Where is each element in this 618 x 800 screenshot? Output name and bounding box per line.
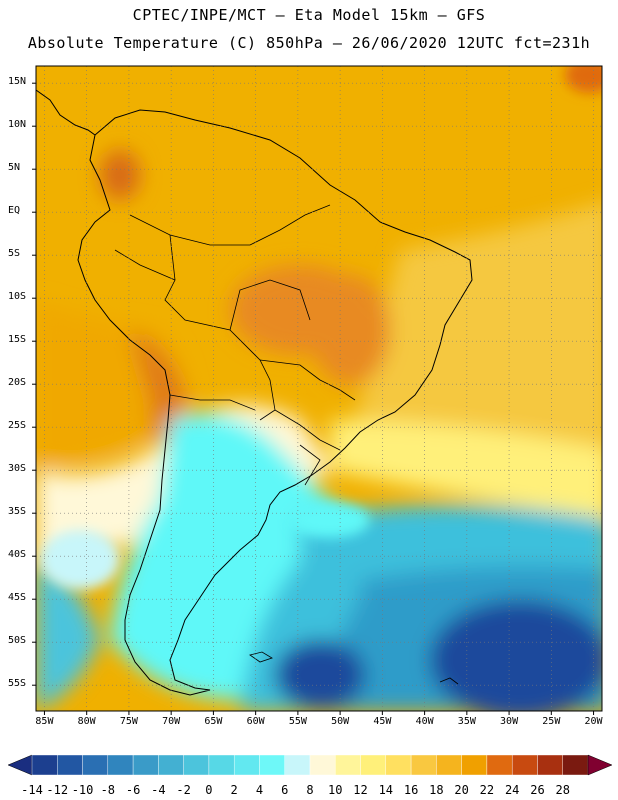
temperature-field [36, 66, 602, 711]
lat-label: 15S [8, 334, 27, 346]
colorbar-box [82, 754, 109, 776]
lat-label: 5N [8, 162, 21, 174]
colorbar-box [158, 754, 184, 776]
colorbar-label: 18 [429, 783, 444, 797]
lat-label: 10S [8, 291, 27, 303]
lon-label: 65W [204, 716, 223, 727]
colorbar-label: 20 [454, 783, 469, 797]
field-pacific-subtropical [36, 300, 190, 470]
colorbar-box [107, 754, 134, 776]
map-title-line-1: CPTEC/INPE/MCT – Eta Model 15km – GFS [132, 6, 486, 24]
country-borders [114, 204, 356, 486]
colorbar-box [461, 754, 488, 776]
colorbar-over-arrow [587, 754, 613, 776]
colorbar-label: 2 [230, 783, 238, 797]
central-america-coast [36, 89, 96, 136]
lat-label: 55S [8, 678, 27, 690]
lat-label: 45S [8, 592, 27, 604]
colorbar-label: 8 [306, 783, 314, 797]
colorbar-box [360, 754, 387, 776]
colorbar-box [537, 754, 563, 776]
lon-label: 20W [584, 716, 603, 727]
colorbar-box [208, 754, 235, 776]
colorbar-label: -14 [21, 783, 43, 797]
lon-label: 75W [119, 716, 138, 727]
colorbar-box [486, 754, 513, 776]
lon-label: 55W [288, 716, 307, 727]
colorbar-under-arrow [7, 754, 33, 776]
colorbar-label: 12 [353, 783, 368, 797]
colorbar-box [436, 754, 462, 776]
colorbar-box [562, 754, 589, 776]
lat-label: 5S [8, 248, 21, 260]
colorbar [7, 754, 613, 776]
colorbar-label: -6 [125, 783, 141, 797]
lat-label: 40S [8, 549, 27, 561]
colorbar-box [284, 754, 311, 776]
colorbar-box [511, 754, 538, 776]
colorbar-box [233, 754, 260, 776]
lon-label: 50W [331, 716, 350, 727]
lon-label: 85W [35, 716, 54, 727]
colorbar-label: 0 [205, 783, 213, 797]
lat-label: 30S [8, 463, 27, 475]
lon-label: 25W [542, 716, 561, 727]
lon-label: 80W [77, 716, 96, 727]
falkland-islands [249, 651, 273, 663]
field-cold-core-east [430, 600, 602, 711]
field-caribbean-hot [565, 66, 602, 93]
lon-label: 70W [162, 716, 181, 727]
colorbar-label: 4 [255, 783, 264, 797]
colorbar-box [385, 754, 412, 776]
colorbar-label: 22 [479, 783, 495, 797]
lon-label: 60W [246, 716, 265, 727]
map-title-line-2: Absolute Temperature (C) 850hPa – 26/06/… [27, 34, 591, 52]
colorbar-label: 26 [530, 783, 545, 797]
lon-label: 35W [457, 716, 476, 727]
lon-label: 30W [500, 716, 519, 727]
colorbar-box [309, 754, 336, 776]
lat-label: EQ [8, 205, 21, 217]
colorbar-label: -4 [151, 783, 166, 797]
field-cold-core-west [275, 640, 365, 710]
coastline [77, 109, 473, 696]
field-colombia-hot [100, 150, 140, 200]
colorbar-label: 14 [378, 783, 394, 797]
lat-label: 20S [8, 377, 27, 389]
colorbar-box [410, 754, 437, 776]
colorbar-box [183, 754, 210, 776]
south-georgia [439, 677, 459, 685]
lat-label: 15N [8, 76, 27, 88]
lon-label: 45W [373, 716, 392, 727]
colorbar-label: 28 [555, 783, 570, 797]
colorbar-label: -12 [46, 783, 69, 797]
colorbar-label: -2 [176, 783, 191, 797]
colorbar-label: -8 [100, 783, 116, 797]
colorbar-box [31, 754, 58, 776]
colorbar-label: 10 [328, 783, 343, 797]
colorbar-box [335, 754, 361, 776]
colorbar-label: -10 [71, 783, 94, 797]
colorbar-label: 16 [403, 783, 419, 797]
lat-label: 35S [8, 506, 27, 518]
lat-label: 10N [8, 119, 27, 131]
lon-label: 40W [415, 716, 434, 727]
colorbar-label: 6 [281, 783, 289, 797]
colorbar-box [57, 754, 83, 776]
map-frame [35, 65, 603, 712]
colorbar-box [259, 754, 285, 776]
colorbar-label: 24 [504, 783, 520, 797]
colorbar-box [132, 754, 159, 776]
lat-label: 25S [8, 420, 27, 432]
axis-ticks [32, 82, 595, 715]
lat-label: 50S [8, 635, 27, 647]
field-southern-brazil [330, 420, 602, 519]
